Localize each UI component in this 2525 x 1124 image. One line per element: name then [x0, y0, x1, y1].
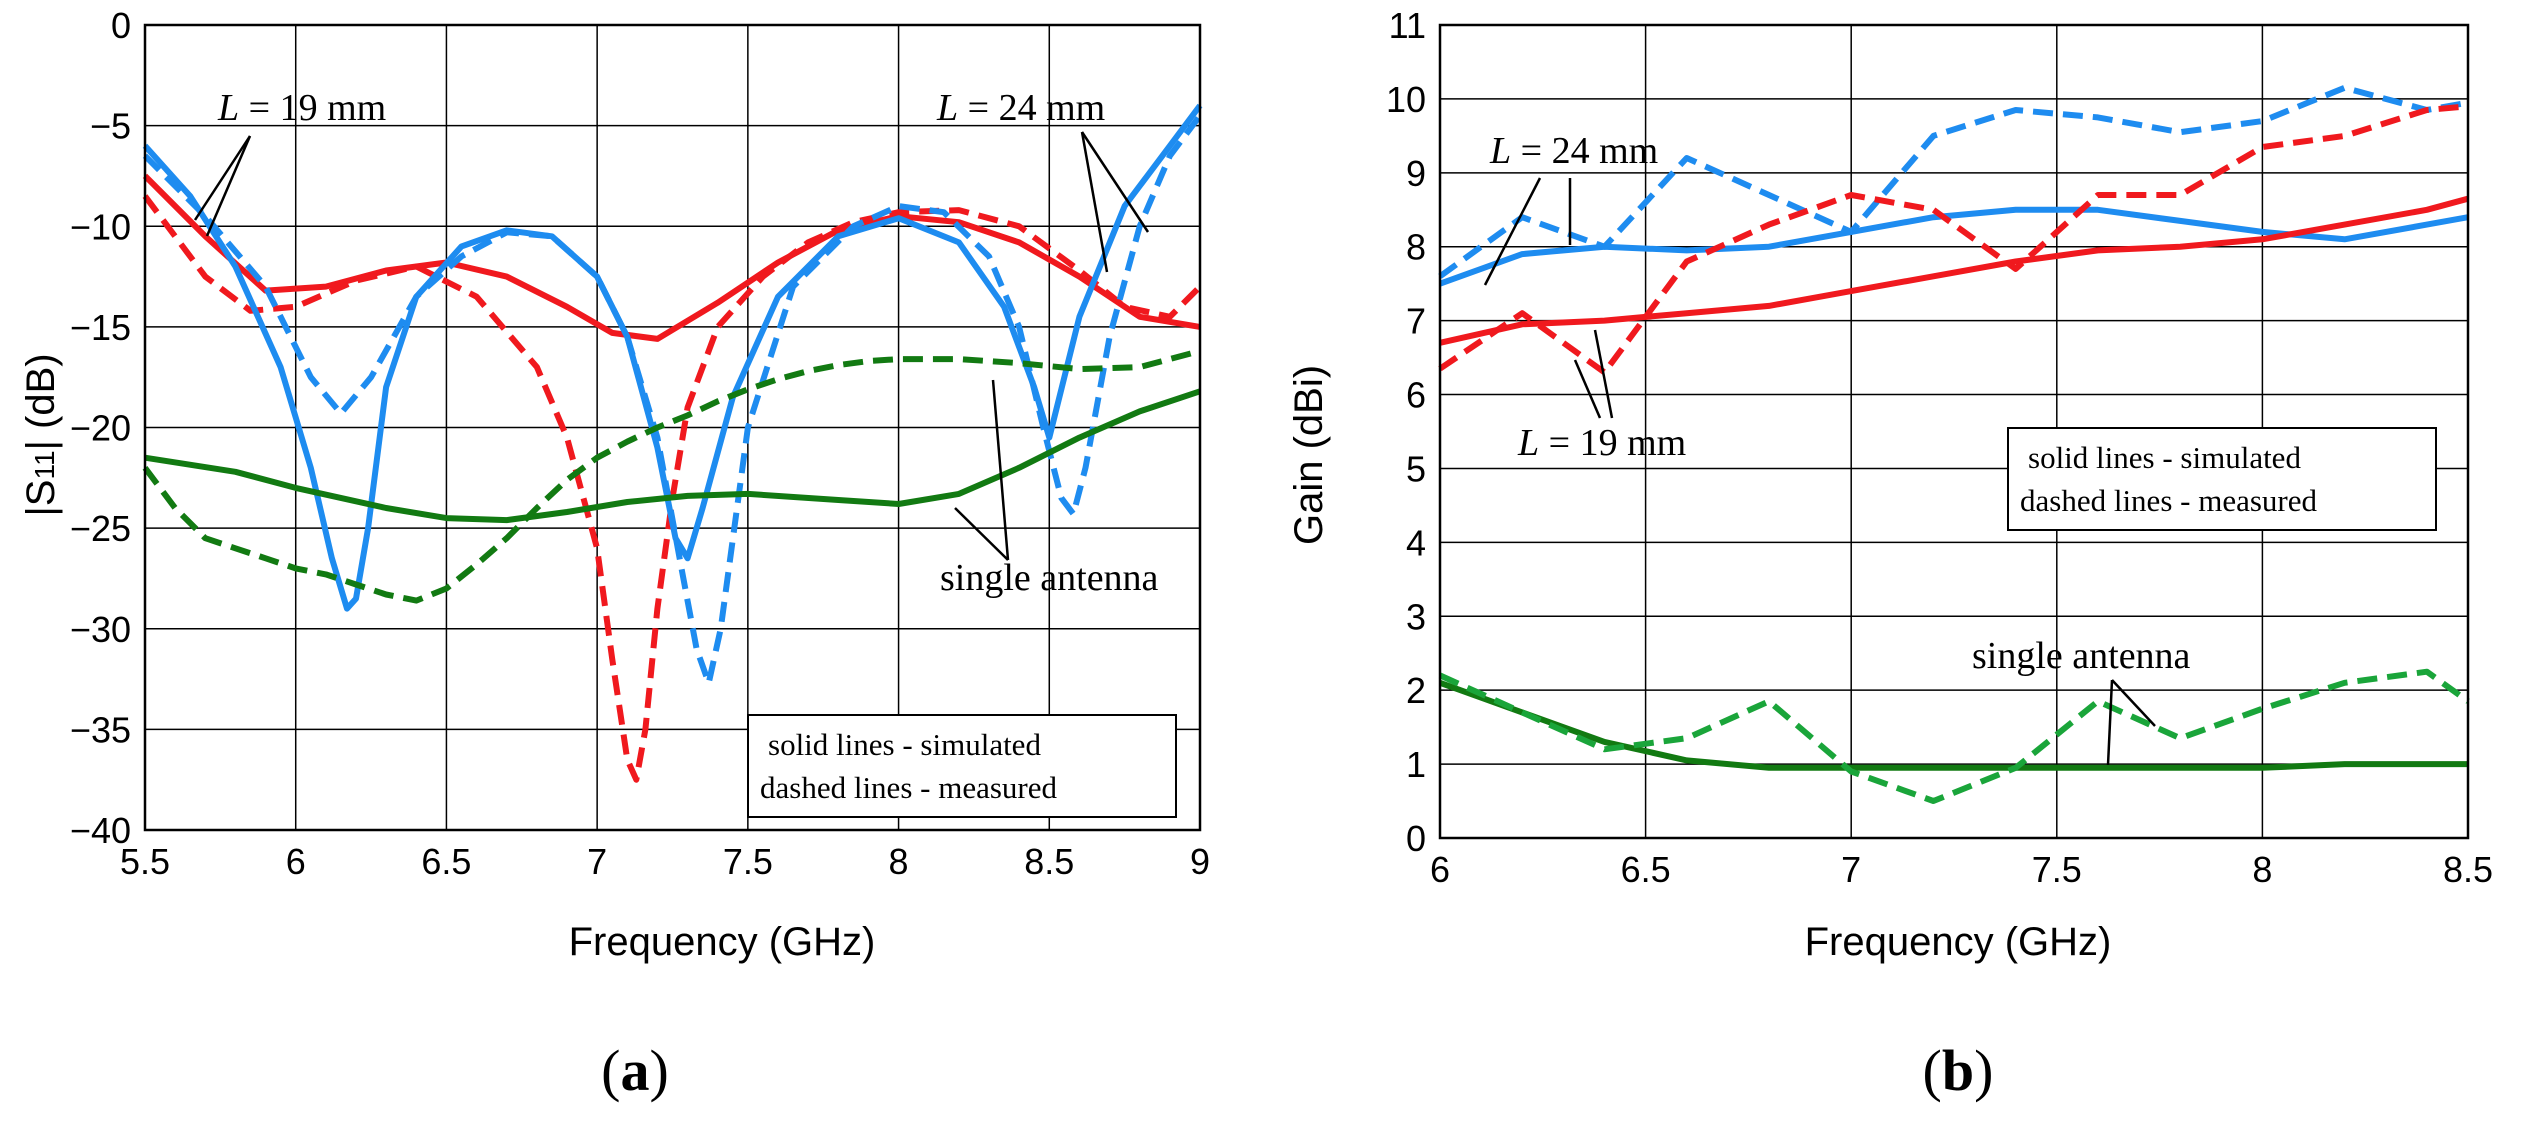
chart-a-annotation-l19: L = 19 mm	[217, 87, 386, 129]
chart-b-legend-line2: dashed lines - measured	[2020, 483, 2317, 518]
chart-b-y-tick-label: 6	[1406, 375, 1426, 416]
chart-b-x-ticks: 6 6.5 7 7.5 8 8.5	[1430, 849, 2493, 890]
chart-b: 6 6.5 7 7.5 8 8.5 0 1 2 3 4 5 6 7 8 9 10 11 Frequency (G…	[1287, 5, 2493, 1103]
chart-b-x-tick-label: 6	[1430, 849, 1450, 890]
chart-b-annotation-l19: L = 19 mm	[1517, 422, 1686, 464]
chart-a-series-l-24-mm-simulated	[142, 103, 1203, 612]
chart-b-y-ticks: 0 1 2 3 4 5 6 7 8 9 10 11	[1386, 5, 1426, 859]
chart-a-leader-l19-b	[205, 135, 252, 237]
chart-b-frame	[1438, 23, 2470, 840]
chart-a-x-tick-label: 7.5	[723, 841, 773, 882]
chart-a: 5.5 6 6.5 7 7.5 8 8.5 9 0 −5 −10 −15 −20 −25 −30 −35 −4…	[19, 5, 1210, 1103]
chart-a-y-tick-label: −5	[90, 106, 131, 147]
chart-b-y-tick-label: 5	[1406, 448, 1426, 489]
chart-b-x-tick-label: 6.5	[1621, 849, 1671, 890]
chart-a-leader-single-a	[991, 379, 1010, 561]
chart-b-ylabel: Gain (dBi)	[1287, 365, 1331, 545]
chart-a-y-tick-label: −35	[70, 709, 131, 750]
chart-a-annotation-single: single antenna	[940, 557, 1159, 599]
chart-b-series	[1438, 84, 2470, 804]
chart-a-panel-label: (a)	[601, 1038, 669, 1103]
chart-a-x-tick-label: 6.5	[421, 841, 471, 882]
chart-a-y-tick-label: −25	[70, 508, 131, 549]
chart-a-x-tick-label: 8	[889, 841, 909, 882]
chart-b-x-tick-label: 8	[2252, 849, 2272, 890]
chart-a-series-single-antenna-simulated	[144, 388, 1201, 524]
chart-b-series-l-24-mm-measured	[1438, 84, 2469, 279]
chart-b-series-l-19-mm-measured	[1438, 103, 2469, 376]
chart-b-x-tick-label: 7.5	[2032, 849, 2082, 890]
chart-a-series	[142, 103, 1203, 783]
chart-a-leader-l24-b	[1080, 131, 1150, 233]
chart-a-frame	[143, 23, 1202, 832]
chart-a-series-l-24-mm-measured	[142, 113, 1203, 687]
chart-b-y-tick-label: 7	[1406, 301, 1426, 342]
chart-b-y-tick-label: 3	[1406, 596, 1426, 637]
chart-b-y-tick-label: 9	[1406, 153, 1426, 194]
chart-b-y-tick-label: 11	[1389, 5, 1426, 46]
chart-b-xlabel: Frequency (GHz)	[1805, 920, 2112, 964]
chart-a-legend-line2: dashed lines - measured	[760, 770, 1057, 805]
chart-a-y-tick-label: 0	[111, 5, 131, 46]
chart-a-series-l-19-mm-simulated	[142, 173, 1201, 342]
chart-a-series-single-antenna-measured	[142, 348, 1201, 604]
chart-b-annotation-single: single antenna	[1972, 635, 2191, 677]
chart-b-y-tick-label: 4	[1406, 522, 1426, 563]
chart-b-leader-single-b	[2106, 679, 2114, 766]
chart-b-legend-box	[2007, 427, 2437, 531]
chart-b-leader-single-a	[2111, 679, 2156, 727]
chart-a-y-tick-label: −30	[70, 609, 131, 650]
chart-b-series-single-antenna-measured	[1438, 668, 2470, 804]
chart-a-ylabel: |S11| (dB)	[19, 353, 63, 516]
chart-b-leader-l24-a	[1483, 177, 1542, 286]
chart-a-y-tick-label: −20	[70, 408, 131, 449]
chart-b-panel-label: (b)	[1923, 1038, 1994, 1103]
chart-a-x-tick-label: 9	[1190, 841, 1210, 882]
chart-a-leader-single-b	[954, 507, 1009, 561]
chart-a-leader-l24-a	[1080, 131, 1109, 273]
chart-b-y-tick-label: 10	[1386, 79, 1426, 120]
chart-b-series-l-19-mm-simulated	[1439, 195, 2469, 346]
chart-a-leader-l19-a	[193, 135, 252, 221]
chart-a-x-tick-label: 8.5	[1024, 841, 1074, 882]
chart-b-leader-l19-a	[1573, 359, 1602, 419]
chart-a-y-tick-label: −15	[70, 307, 131, 348]
chart-a-y-ticks: 0 −5 −10 −15 −20 −25 −30 −35 −40	[70, 5, 131, 851]
chart-b-y-tick-label: 0	[1406, 818, 1426, 859]
chart-a-x-tick-label: 6	[286, 841, 306, 882]
chart-a-y-tick-label: −40	[70, 810, 131, 851]
chart-b-x-tick-label: 8.5	[2443, 849, 2493, 890]
chart-a-xlabel: Frequency (GHz)	[569, 920, 876, 964]
chart-b-legend-line1: solid lines - simulated	[2028, 440, 2301, 475]
chart-b-y-tick-label: 8	[1406, 227, 1426, 268]
chart-a-ylabel-sub: 11	[29, 450, 60, 479]
chart-a-legend-box	[747, 714, 1177, 818]
chart-b-x-tick-label: 7	[1841, 849, 1861, 890]
chart-a-y-tick-label: −10	[70, 206, 131, 247]
chart-a-x-tick-label: 5.5	[120, 841, 170, 882]
chart-a-x-ticks: 5.5 6 6.5 7 7.5 8 8.5 9	[120, 841, 1210, 882]
chart-b-grid	[1440, 25, 2468, 838]
chart-b-y-tick-label: 1	[1406, 744, 1426, 785]
chart-a-legend-line1: solid lines - simulated	[768, 727, 1041, 762]
chart-a-series-l-19-mm-measured	[142, 194, 1203, 783]
chart-b-leader-l19-b	[1593, 329, 1614, 419]
chart-b-series-l-24-mm-simulated	[1438, 206, 2469, 287]
chart-a-annotation-l24: L = 24 mm	[936, 87, 1105, 129]
chart-a-x-tick-label: 7	[587, 841, 607, 882]
chart-b-y-tick-label: 2	[1406, 670, 1426, 711]
chart-b-annotation-l24: L = 24 mm	[1489, 130, 1658, 172]
chart-a-ylabel-tail: | (dB)	[19, 353, 63, 450]
chart-a-ylabel-main: |S	[19, 480, 63, 517]
